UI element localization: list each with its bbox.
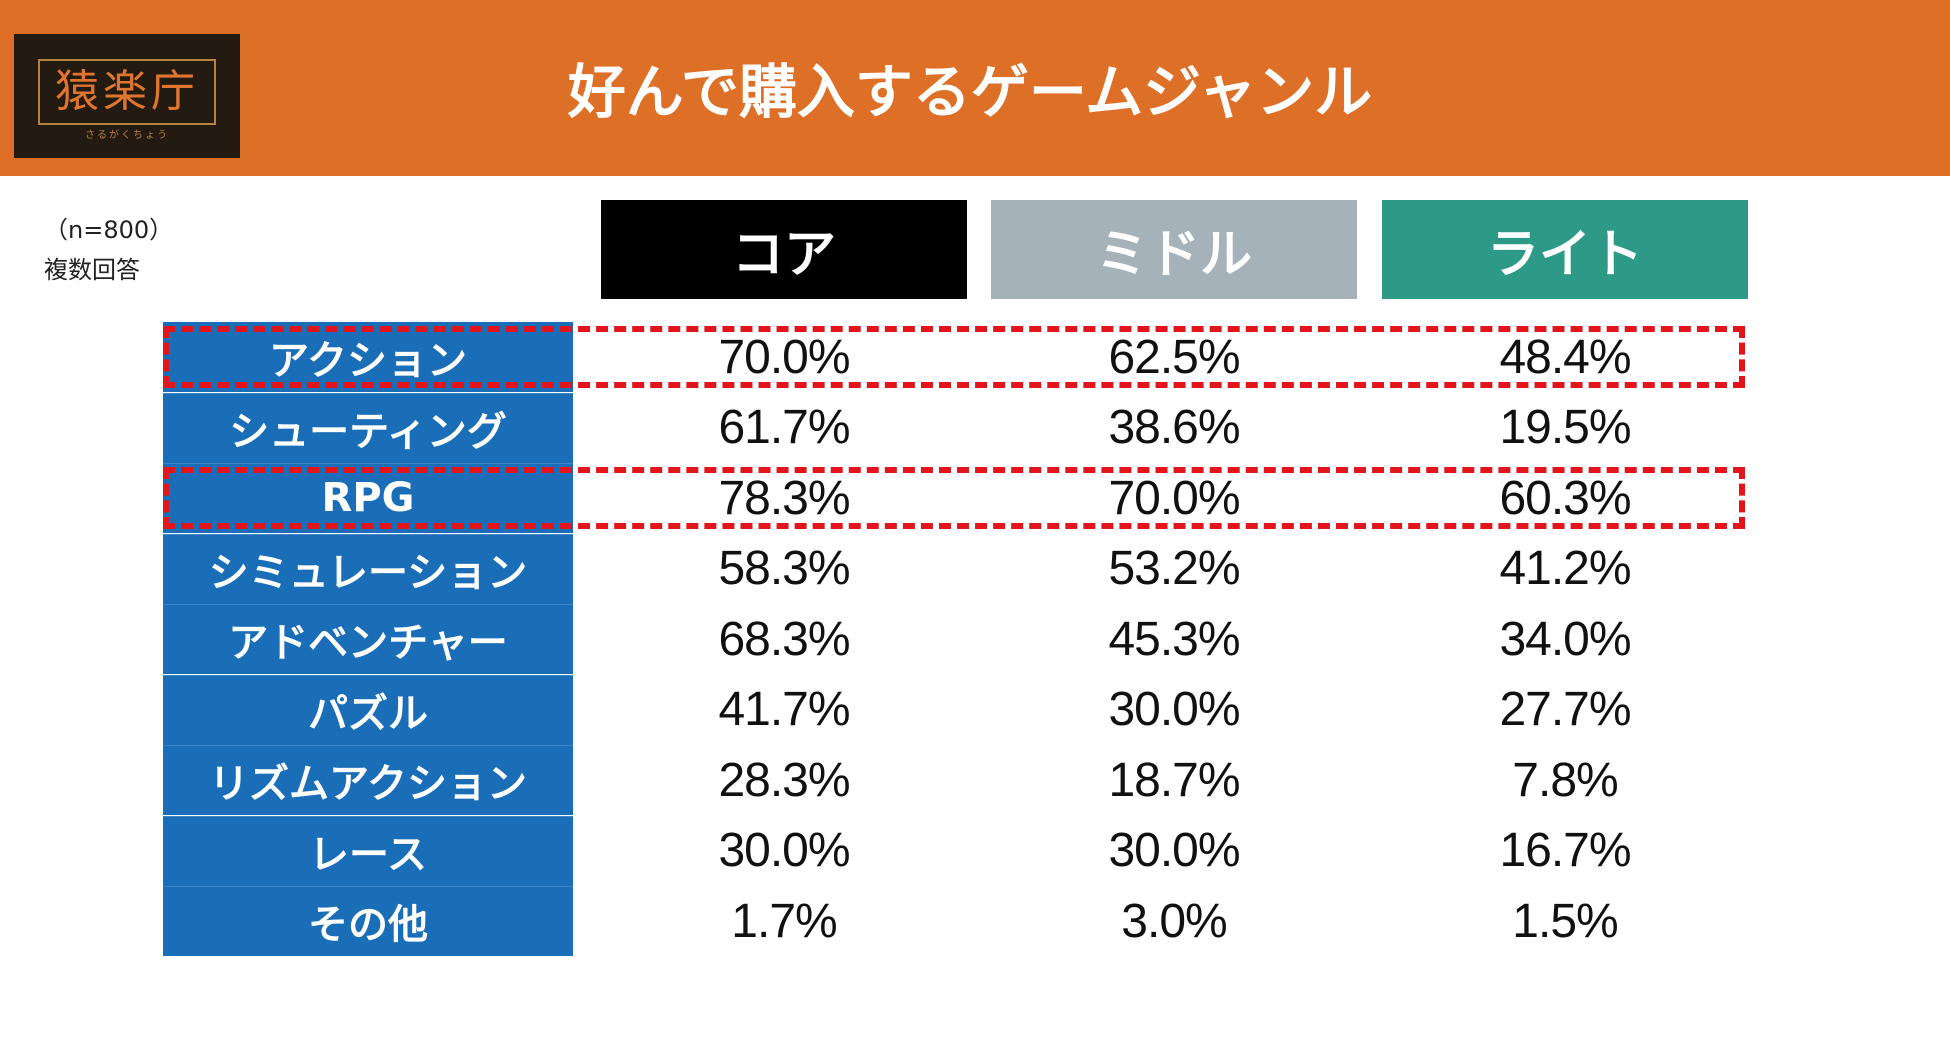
value-cell: 70.0%: [1108, 471, 1240, 525]
logo-frame: 猿楽庁: [38, 59, 216, 125]
page-title: 好んで購入するゲームジャンル: [567, 58, 1373, 126]
value-cell: 58.3%: [718, 542, 850, 595]
multiple-answer-note: 複数回答: [44, 256, 140, 284]
value-cell: 62.5%: [1108, 330, 1240, 384]
value-cell: 41.2%: [1499, 542, 1631, 595]
row-label: アクション: [163, 322, 573, 392]
value-cell: 60.3%: [1499, 471, 1631, 525]
value-cell: 18.7%: [1108, 753, 1240, 807]
value-cell: 27.7%: [1499, 683, 1631, 736]
row-label: アドベンチャー: [163, 604, 573, 674]
row-separator: [163, 745, 573, 746]
row-separator: [163, 463, 573, 464]
value-cell: 7.8%: [1512, 753, 1618, 807]
value-cell: 38.6%: [1108, 401, 1240, 454]
sample-size: （n=800）: [44, 216, 174, 244]
header-bar: 猿楽庁 さるがくちょう 好んで購入するゲームジャンル: [0, 0, 1950, 176]
column-header-core: コア: [601, 200, 967, 299]
row-label: レース: [163, 815, 573, 886]
value-cell: 45.3%: [1108, 612, 1240, 666]
value-cell: 3.0%: [1121, 894, 1227, 948]
value-cell: 70.0%: [718, 330, 850, 384]
row-label: シューティング: [163, 392, 573, 463]
column-header-middle: ミドル: [991, 200, 1357, 299]
value-cell: 1.5%: [1512, 894, 1618, 948]
value-cell: 41.7%: [718, 683, 850, 736]
row-separator: [163, 886, 573, 887]
row-separator: [163, 674, 573, 676]
logo-name: 猿楽庁: [55, 66, 199, 117]
value-cell: 78.3%: [718, 471, 850, 525]
value-cell: 19.5%: [1499, 401, 1631, 454]
highlight-box: [163, 326, 1745, 388]
value-cell: 1.7%: [731, 894, 837, 948]
row-separator: [163, 604, 573, 605]
row-separator: [163, 392, 573, 394]
value-cell: 28.3%: [718, 753, 850, 807]
value-cell: 30.0%: [1108, 824, 1240, 877]
row-label: シミュレーション: [163, 533, 573, 604]
highlight-box: [163, 467, 1745, 529]
value-cell: 34.0%: [1499, 612, 1631, 666]
value-cell: 53.2%: [1108, 542, 1240, 595]
value-cell: 68.3%: [718, 612, 850, 666]
value-cell: 61.7%: [718, 401, 850, 454]
row-label: その他: [163, 886, 573, 956]
row-separator: [163, 533, 573, 535]
row-label: パズル: [163, 674, 573, 745]
value-cell: 30.0%: [1108, 683, 1240, 736]
row-label: RPG: [163, 463, 573, 533]
logo-subtitle: さるがくちょう: [85, 130, 169, 141]
sample-note: （n=800） 複数回答: [44, 210, 173, 290]
row-label: リズムアクション: [163, 745, 573, 815]
row-separator: [163, 815, 573, 817]
logo: 猿楽庁 さるがくちょう: [14, 34, 240, 158]
value-cell: 48.4%: [1499, 330, 1631, 384]
column-header-light: ライト: [1382, 200, 1748, 299]
value-cell: 16.7%: [1499, 824, 1631, 877]
value-cell: 30.0%: [718, 824, 850, 877]
